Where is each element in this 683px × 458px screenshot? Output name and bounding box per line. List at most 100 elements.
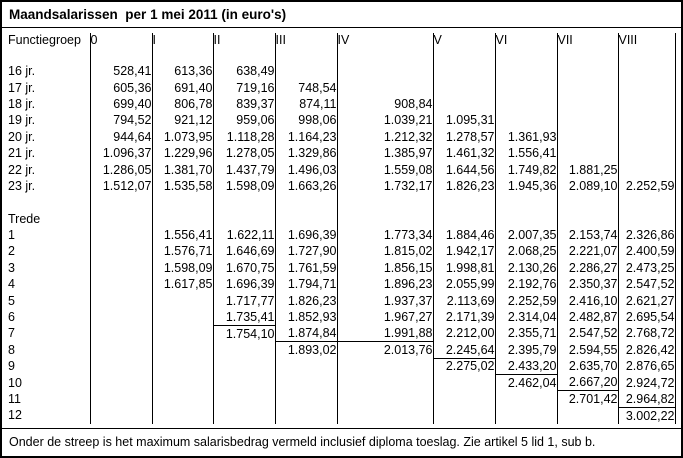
row-label: 7 bbox=[8, 326, 15, 341]
salary-cell: 1.073,95 bbox=[151, 128, 213, 145]
age-row: 21 jr. 1.096,37 1.229,96 1.278,05 1.329,86 1.… bbox=[2, 144, 681, 162]
column-header: V bbox=[432, 33, 495, 63]
footer-divider bbox=[2, 428, 681, 429]
salary-cell: 2.153,74 bbox=[556, 226, 618, 244]
table-right-border bbox=[674, 243, 681, 260]
table-right-border bbox=[674, 128, 681, 145]
salary-cell: 2.400,59 bbox=[617, 243, 675, 260]
salary-cell: 2.212,00 bbox=[432, 325, 495, 342]
salary-cell: 1.852,93 bbox=[274, 308, 337, 326]
column-header: III bbox=[274, 33, 337, 63]
salary-cell: 1.461,32 bbox=[432, 144, 495, 162]
salary-cell: 921,12 bbox=[151, 112, 213, 129]
salary-cell: 839,37 bbox=[212, 95, 275, 113]
salary-cell: 1.385,97 bbox=[336, 144, 433, 162]
table-right-border bbox=[674, 194, 681, 211]
salary-cell bbox=[151, 194, 213, 211]
salary-cell: 1.727,90 bbox=[274, 243, 337, 260]
salary-cell bbox=[151, 374, 213, 391]
salary-cell bbox=[336, 358, 433, 375]
salary-cell: 1.118,28 bbox=[212, 128, 275, 145]
salary-cell bbox=[151, 407, 213, 424]
salary-cell: 1.535,58 bbox=[151, 177, 213, 195]
row-label: 22 jr. bbox=[8, 162, 36, 177]
salary-cell: 2.245,64 bbox=[432, 341, 495, 359]
salary-cell bbox=[556, 194, 618, 211]
table-right-border bbox=[674, 144, 681, 162]
table-right-border bbox=[674, 177, 681, 195]
salary-cell: 2.221,07 bbox=[556, 243, 618, 260]
salary-cell bbox=[556, 95, 618, 113]
salary-cell bbox=[89, 259, 152, 277]
salary-cell: 2.314,04 bbox=[494, 308, 557, 326]
spacer-row bbox=[2, 194, 681, 211]
salary-cell bbox=[336, 407, 433, 424]
salary-cell bbox=[494, 95, 557, 113]
table-right-border bbox=[674, 276, 681, 293]
salary-cell bbox=[494, 210, 557, 227]
row-label: 2 bbox=[8, 244, 15, 259]
salary-cell: 1.164,23 bbox=[274, 128, 337, 145]
row-label: 11 bbox=[8, 392, 21, 406]
table-right-border bbox=[674, 33, 681, 63]
table-right-border bbox=[674, 79, 681, 96]
salary-cell: 3.002,22 bbox=[617, 406, 675, 424]
salary-cell: 1.622,11 bbox=[212, 226, 275, 244]
salary-cell bbox=[212, 374, 275, 391]
salary-cell bbox=[432, 407, 495, 424]
salary-cell: 1.717,77 bbox=[212, 292, 275, 309]
salary-cell bbox=[89, 210, 152, 227]
salary-cell: 613,36 bbox=[151, 63, 213, 80]
table-right-border bbox=[674, 325, 681, 342]
trede-row: 3 1.598,09 1.670,75 1.761,59 1.856,15 1.998,8… bbox=[2, 259, 681, 277]
salary-cell bbox=[89, 243, 152, 260]
salary-cell: 1.646,69 bbox=[212, 243, 275, 260]
salary-cell: 2.473,25 bbox=[617, 259, 675, 277]
column-header: 0 bbox=[89, 33, 152, 63]
salary-cell: 1.856,15 bbox=[336, 259, 433, 277]
salary-cell: 748,54 bbox=[274, 79, 337, 96]
salary-cell bbox=[494, 194, 557, 211]
table-right-border bbox=[674, 210, 681, 227]
salary-cell: 2.252,59 bbox=[494, 292, 557, 309]
salary-cell bbox=[151, 292, 213, 309]
column-header: II bbox=[212, 33, 275, 63]
salary-cell bbox=[617, 95, 675, 113]
salary-cell bbox=[274, 63, 337, 80]
salary-cell bbox=[274, 210, 337, 227]
trede-row: 11 2.701,42 2.964,82 bbox=[2, 390, 681, 408]
salary-cell bbox=[617, 194, 675, 211]
salary-cell: 1.874,84 bbox=[274, 325, 337, 342]
age-row: 23 jr. 1.512,07 1.535,58 1.598,09 1.663,26 1.… bbox=[2, 177, 681, 195]
salary-cell bbox=[494, 79, 557, 96]
salary-cell bbox=[556, 112, 618, 129]
salary-cell bbox=[556, 63, 618, 80]
column-header: VII bbox=[556, 33, 618, 63]
salary-cell: 1.696,39 bbox=[212, 276, 275, 293]
salary-cell: 2.701,42 bbox=[556, 390, 618, 408]
salary-cell bbox=[89, 276, 152, 293]
salary-cell: 1.826,23 bbox=[274, 292, 337, 309]
table-right-border bbox=[674, 112, 681, 129]
column-header: Functiegroep bbox=[8, 33, 81, 47]
salary-cell bbox=[151, 325, 213, 342]
table-right-border bbox=[674, 161, 681, 178]
salary-table: Functiegroep 0 I II III IV V VI VII VIII 16 jr. 52… bbox=[2, 33, 681, 424]
table-right-border bbox=[674, 341, 681, 359]
salary-cell bbox=[432, 79, 495, 96]
salary-cell: 1.937,37 bbox=[336, 292, 433, 309]
salary-cell bbox=[89, 341, 152, 359]
row-label: 1 bbox=[8, 228, 15, 243]
row-label: 23 jr. bbox=[8, 178, 36, 193]
salary-cell: 2.667,20 bbox=[556, 374, 618, 391]
salary-cell bbox=[274, 390, 337, 408]
table-right-border bbox=[674, 95, 681, 113]
salary-cell: 2.433,20 bbox=[494, 358, 557, 375]
row-label: 16 jr. bbox=[8, 64, 36, 79]
trede-row: 8 1.893,02 2.013,76 2.245,64 2.395,79 2.594,5… bbox=[2, 341, 681, 359]
salary-cell: 998,06 bbox=[274, 112, 337, 129]
trede-header-row: Trede bbox=[2, 210, 681, 227]
row-label: 5 bbox=[8, 293, 15, 308]
row-label: 20 jr. bbox=[8, 129, 36, 144]
salary-cell: 1.039,21 bbox=[336, 112, 433, 129]
